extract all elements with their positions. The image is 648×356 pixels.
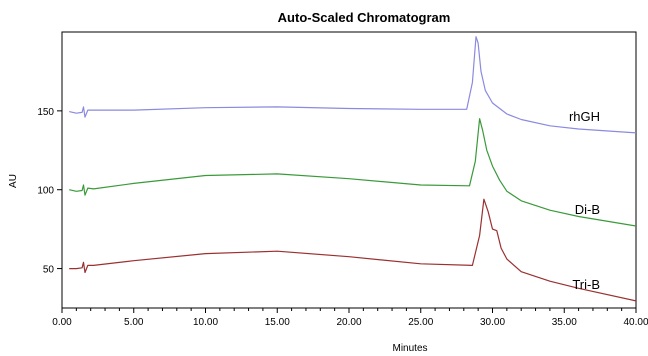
y-tick-label: 100 <box>37 186 54 197</box>
x-tick-label: 40.00 <box>623 317 648 328</box>
series-line-tri-b <box>69 198 637 302</box>
x-tick-label: 10.00 <box>193 317 218 328</box>
x-axis: 0.00 5.00 10.00 15.00 20.00 25.00 30.00 35.00 40… <box>52 308 648 328</box>
series-line-rhgh <box>69 36 637 134</box>
chart-title: Auto-Scaled Chromatogram <box>278 10 451 25</box>
series-label: Di-B <box>575 202 600 217</box>
series-label: Tri-B <box>572 277 600 292</box>
x-tick-label: 25.00 <box>408 317 433 328</box>
x-tick-label: 20.00 <box>336 317 361 328</box>
series-line-di-b <box>69 118 637 227</box>
x-tick-label: 30.00 <box>480 317 505 328</box>
y-axis: 50 100 150 <box>37 107 62 276</box>
x-tick-label: 15.00 <box>265 317 290 328</box>
plot-area-frame <box>61 31 637 309</box>
series-label: rhGH <box>569 109 600 124</box>
y-tick-label: 50 <box>43 265 55 276</box>
series-labels: rhGH Di-B Tri-B <box>569 109 600 292</box>
x-tick-label: 0.00 <box>52 317 72 328</box>
y-axis-label: AU <box>8 174 19 188</box>
x-tick-label: 5.00 <box>124 317 144 328</box>
series-lines <box>69 36 637 302</box>
x-axis-label: Minutes <box>392 343 427 354</box>
y-tick-label: 150 <box>37 107 54 118</box>
x-tick-label: 35.00 <box>552 317 577 328</box>
